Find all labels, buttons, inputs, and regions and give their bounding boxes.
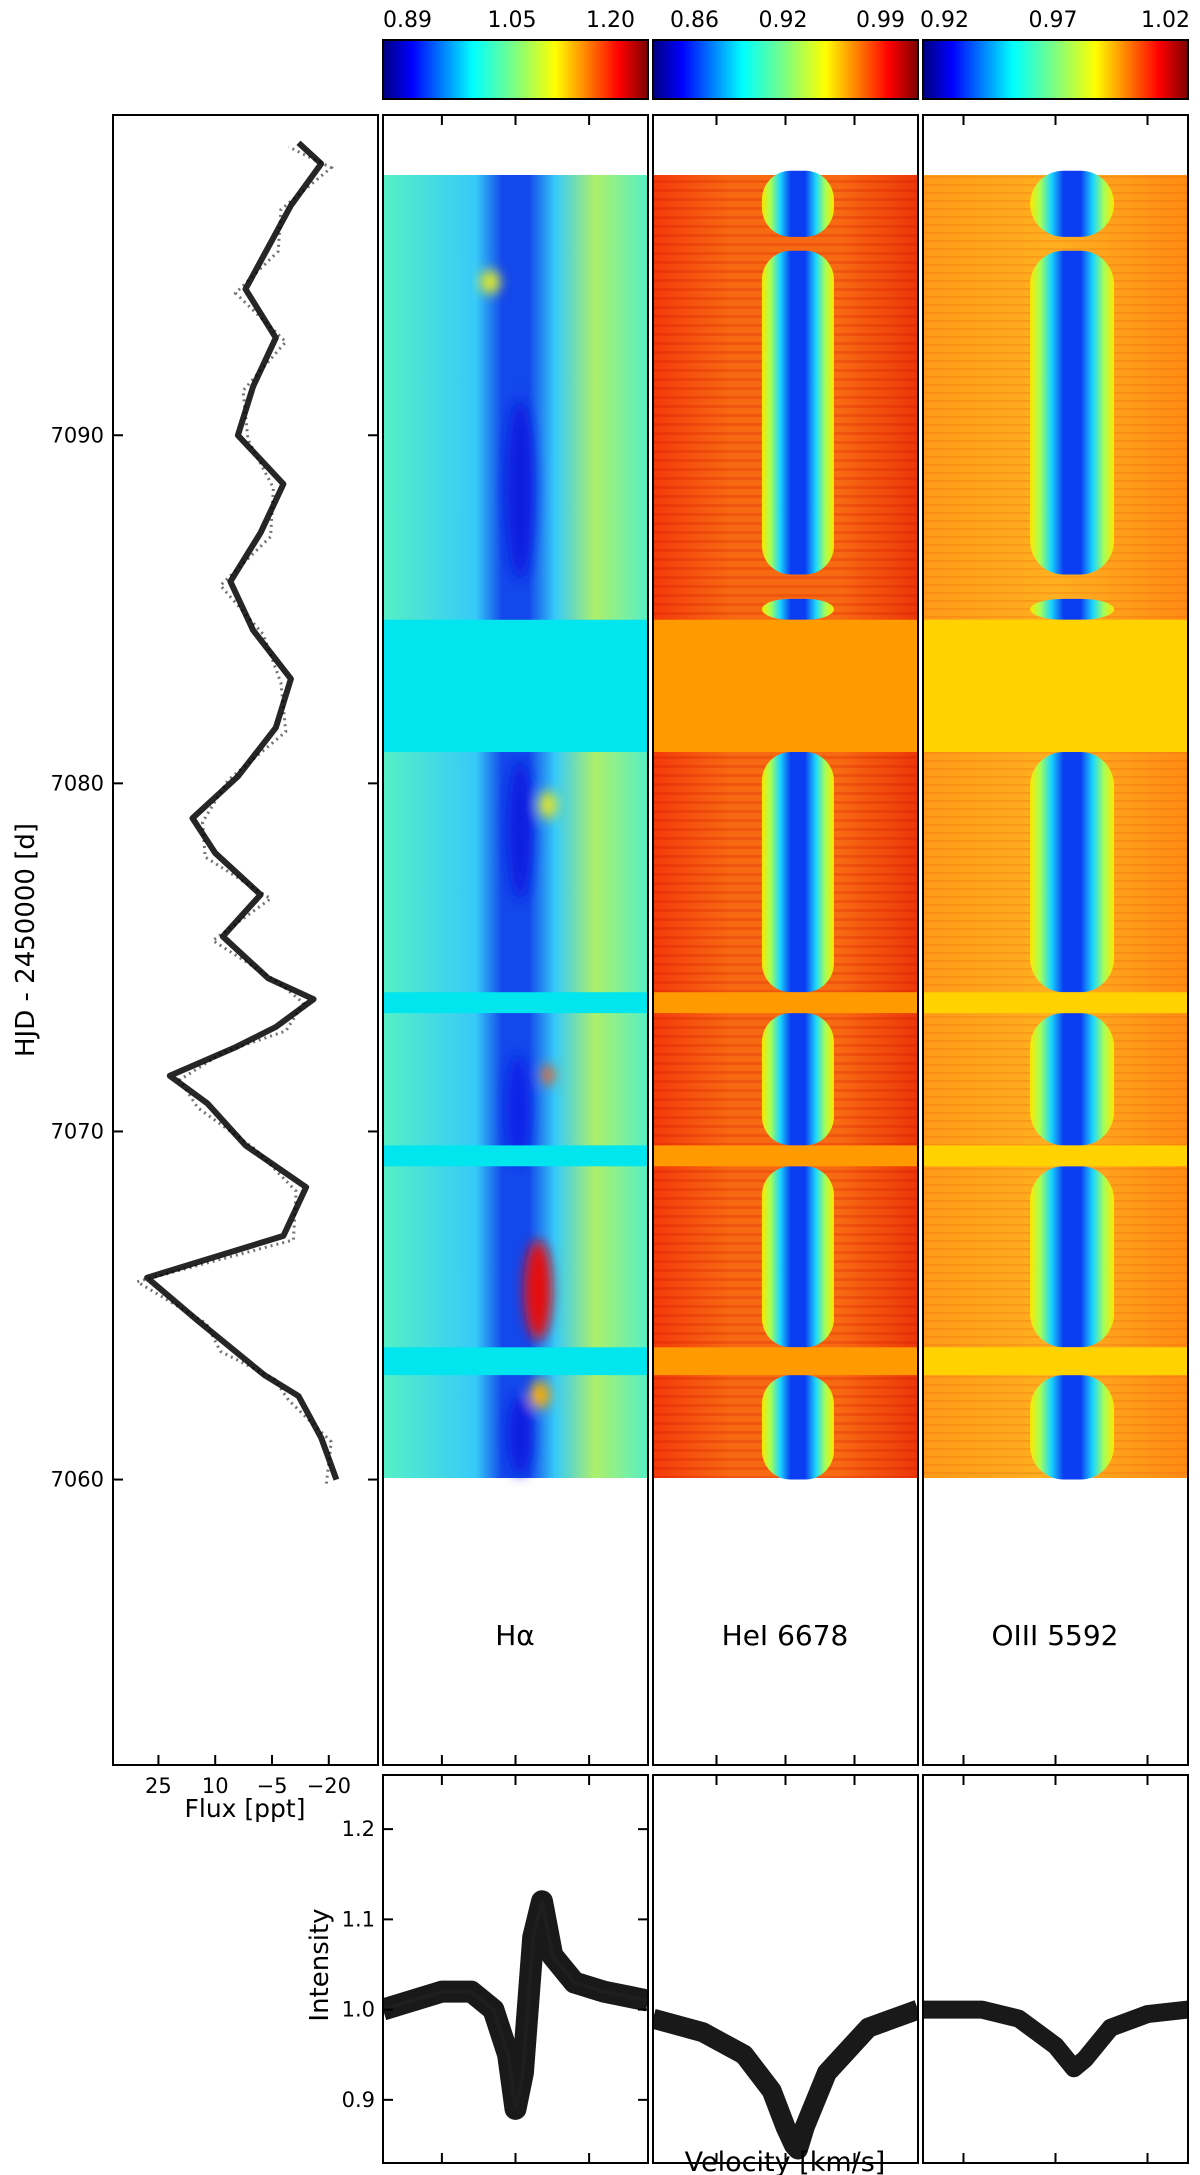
hei-gap-bands bbox=[653, 619, 918, 1376]
colorbar-halpha: 0.89 1.05 1.20 bbox=[382, 8, 649, 100]
velocity-tick-label: 0 bbox=[779, 2172, 792, 2175]
hei-profile-band bbox=[653, 2000, 918, 2160]
halpha-x-ticks bbox=[440, 115, 591, 1765]
colorbar-hei-tick-0: 0.86 bbox=[670, 8, 719, 33]
velocity-tick-label: −250 bbox=[935, 2172, 993, 2175]
hei-heatmap-panel: HeI 6678 bbox=[652, 114, 919, 1766]
light-curve-x-ticks: 25 10 −5 −20 bbox=[145, 1755, 351, 1798]
light-curve-x-tick-label: −5 bbox=[257, 1774, 288, 1798]
absorption-column bbox=[1030, 752, 1115, 993]
absorption-column bbox=[1030, 250, 1115, 575]
gap-band bbox=[923, 619, 1188, 753]
absorption-column bbox=[1030, 1166, 1115, 1348]
velocity-tick-label: 500 bbox=[569, 2172, 609, 2175]
colorbar-hei: 0.86 0.92 0.99 bbox=[652, 8, 919, 100]
colorbar-oiii: 0.92 0.97 1.02 bbox=[920, 8, 1190, 100]
oiii-heatmap-panel: OIII 5592 bbox=[922, 114, 1189, 1766]
intensity-tick-label: 1.2 bbox=[342, 1817, 375, 1841]
velocity-tick-label: 250 bbox=[1127, 2172, 1167, 2175]
velocity-tick-label: 0 bbox=[1049, 2172, 1062, 2175]
velocity-x-label: Velocity [km/s] bbox=[685, 2147, 886, 2175]
hjd-tick-label: 7060 bbox=[51, 1468, 104, 1492]
halpha-profile-line bbox=[383, 1900, 648, 2110]
hei-x-ticks bbox=[715, 115, 856, 1765]
gap-band bbox=[383, 619, 648, 753]
colorbar-halpha-tick-0: 0.89 bbox=[383, 8, 432, 33]
velocity-tick-label: 0 bbox=[509, 2172, 522, 2175]
hei-line-label: HeI 6678 bbox=[722, 1619, 849, 1652]
gap-band bbox=[383, 1347, 648, 1376]
profile-y-label: Intensity bbox=[305, 1908, 335, 2021]
light-curve-x-tick-label: 25 bbox=[145, 1774, 172, 1798]
hei-profile-x-ticks: −250 0 250 bbox=[688, 1775, 875, 2175]
light-curve-panel: 25 10 −5 −20 7060 7070 7080 7090 Flux [ppt] HJ… bbox=[11, 114, 1188, 1823]
light-curve-x-label: Flux [ppt] bbox=[185, 1794, 306, 1823]
gap-band bbox=[923, 1347, 1188, 1376]
absorption-column bbox=[761, 1375, 834, 1480]
gap-band bbox=[923, 1145, 1188, 1167]
colorbar-oiii-tick-2: 1.02 bbox=[1141, 8, 1190, 33]
colorbar-halpha-tick-2: 1.20 bbox=[586, 8, 635, 33]
absorption-column bbox=[1030, 170, 1115, 237]
halpha-absorption-core bbox=[506, 400, 534, 580]
velocity-tick-label: −250 bbox=[688, 2172, 746, 2175]
profile-panel-hei: −250 0 250 bbox=[652, 1774, 919, 2175]
gap-band bbox=[923, 992, 1188, 1014]
halpha-profile-x-ticks: −500 0 500 bbox=[413, 1775, 609, 2175]
absorption-column bbox=[1030, 598, 1115, 620]
absorption-column bbox=[761, 170, 834, 237]
velocity-tick-label: −500 bbox=[413, 2172, 471, 2175]
halpha-gap-bands bbox=[383, 619, 648, 1376]
colorbar-oiii-tick-1: 0.97 bbox=[1029, 8, 1078, 33]
halpha-emission-flare bbox=[524, 1240, 552, 1340]
absorption-column bbox=[1030, 1375, 1115, 1480]
halpha-line-label: Hα bbox=[495, 1619, 535, 1652]
gap-band bbox=[653, 992, 918, 1014]
gap-band bbox=[653, 1347, 918, 1376]
colorbar-hei-tick-1: 0.92 bbox=[759, 8, 808, 33]
intensity-tick-label: 1.0 bbox=[342, 1998, 375, 2022]
intensity-tick-label: 1.1 bbox=[342, 1907, 375, 1931]
oiii-x-ticks bbox=[962, 115, 1149, 1765]
oiii-profile-band bbox=[923, 2000, 1188, 2078]
absorption-column bbox=[761, 1166, 834, 1348]
colorbar-halpha-tick-1: 1.05 bbox=[488, 8, 537, 33]
halpha-heatmap-panel: Hα bbox=[382, 114, 649, 1766]
gap-band bbox=[383, 992, 648, 1014]
absorption-column bbox=[761, 752, 834, 993]
gap-band bbox=[653, 619, 918, 753]
absorption-column bbox=[761, 250, 834, 575]
oiii-gap-bands bbox=[923, 619, 1188, 1376]
gap-band bbox=[653, 1145, 918, 1167]
gap-band bbox=[383, 1145, 648, 1167]
profile-panel-oiii: −250 0 250 bbox=[922, 1774, 1189, 2175]
absorption-column bbox=[761, 598, 834, 620]
absorption-column bbox=[1030, 1013, 1115, 1146]
hjd-tick-label: 7070 bbox=[51, 1119, 104, 1143]
colorbar-oiii-tick-0: 0.92 bbox=[920, 8, 969, 33]
hjd-tick-label: 7090 bbox=[51, 423, 104, 447]
absorption-column bbox=[761, 1013, 834, 1146]
hjd-tick-label: 7080 bbox=[51, 771, 104, 795]
velocity-tick-label: 250 bbox=[834, 2172, 874, 2175]
light-curve-x-tick-label: 10 bbox=[202, 1774, 229, 1798]
oiii-profile-x-ticks: −250 0 250 bbox=[935, 1775, 1168, 2175]
intensity-tick-label: 0.9 bbox=[342, 2088, 375, 2112]
light-curve-x-tick-label: −20 bbox=[307, 1774, 351, 1798]
colorbar-hei-tick-2: 0.99 bbox=[856, 8, 905, 33]
light-curve-y-label: HJD - 2450000 [d] bbox=[11, 823, 41, 1057]
oiii-line-label: OIII 5592 bbox=[992, 1619, 1119, 1652]
